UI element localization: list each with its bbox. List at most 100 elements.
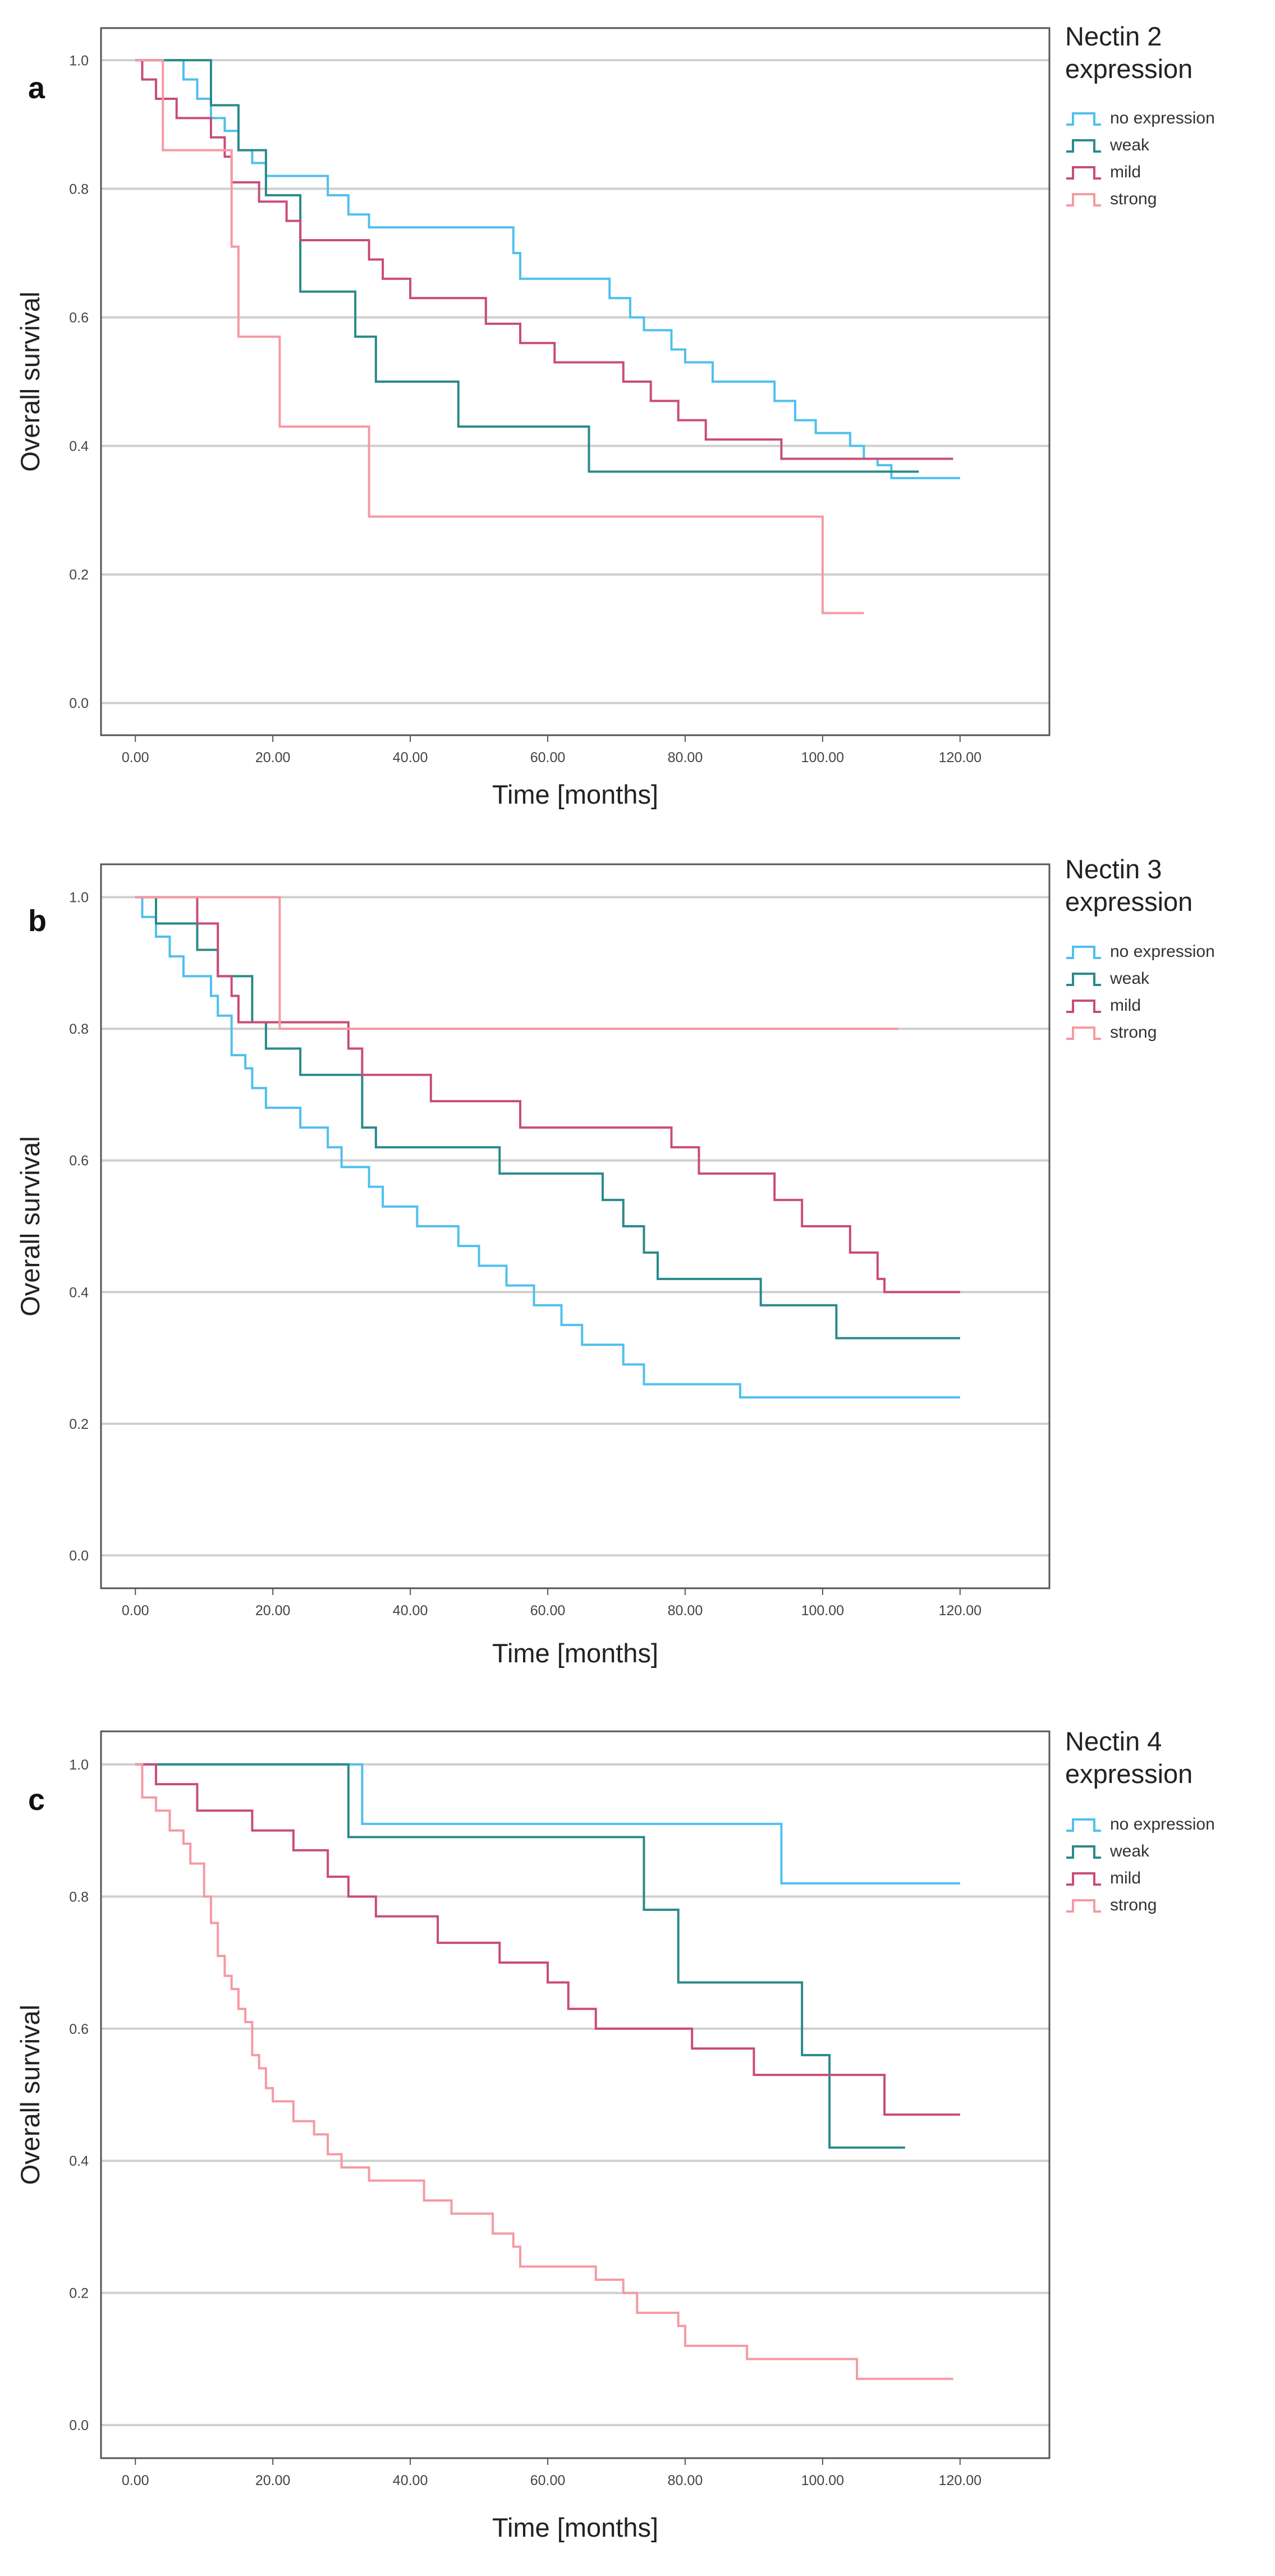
y-tick-label: 0.0 <box>69 2418 89 2433</box>
legend-swatch <box>1066 1818 1101 1832</box>
survival-chart: 0.0 0.2 0.4 0.6 0.8 1.0 0.00 20.00 40.00 60.00 80.… <box>15 27 1051 809</box>
plot-frame <box>100 863 1051 1589</box>
survival-curve-no-expression <box>135 896 960 1399</box>
legend-item: weak <box>1065 134 1267 158</box>
legend-swatch <box>1066 112 1101 126</box>
survival-curve-no-expression <box>135 1763 960 1885</box>
x-tick-label: 120.00 <box>939 2473 982 2488</box>
legend-swatch <box>1066 166 1101 180</box>
plot-frame <box>100 27 1051 736</box>
x-tick-label: 60.00 <box>530 1603 566 1619</box>
y-tick-label: 1.0 <box>69 1757 89 1773</box>
legend-title-line: Nectin 3 <box>1065 854 1162 884</box>
x-tick-label: 120.00 <box>939 1603 982 1619</box>
x-tick-label: 120.00 <box>939 750 982 766</box>
legend-label: weak <box>1110 969 1150 988</box>
legend-swatch-line <box>1066 139 1101 153</box>
x-tick-label: 0.00 <box>122 2473 149 2488</box>
legend-title-line: expression <box>1065 887 1193 916</box>
legend-item: mild <box>1065 994 1267 1019</box>
x-axis-label: Time [months] <box>492 1638 658 1668</box>
legend-swatch <box>1066 1026 1101 1040</box>
legend-label: no expression <box>1110 942 1215 961</box>
survival-curve-no-expression <box>135 59 960 479</box>
legend-label: weak <box>1110 1842 1150 1860</box>
y-tick-label: 0.0 <box>69 696 89 712</box>
legend-item: strong <box>1065 1894 1267 1918</box>
survival-curve-weak <box>135 1763 905 2149</box>
legend-item: mild <box>1065 1867 1267 1891</box>
legend-swatch <box>1066 1899 1101 1913</box>
x-tick-label: 40.00 <box>393 1603 428 1619</box>
x-tick-label: 0.00 <box>122 1603 149 1619</box>
y-axis-label: Overall survival <box>15 291 45 471</box>
y-axis-label: Overall survival <box>15 2005 45 2185</box>
legend-swatch-line <box>1066 1026 1101 1040</box>
survival-curve-mild <box>135 59 953 460</box>
y-tick-label: 0.0 <box>69 1548 89 1564</box>
panel-letter: c <box>28 1783 45 1817</box>
x-tick-label: 20.00 <box>255 1603 291 1619</box>
legend-label: no expression <box>1110 109 1215 127</box>
legend-swatch-line <box>1066 1845 1101 1859</box>
y-tick-label: 0.6 <box>69 1153 89 1169</box>
legend-item: weak <box>1065 1840 1267 1864</box>
legend-swatch <box>1066 1000 1101 1013</box>
legend-swatch-line <box>1066 1899 1101 1913</box>
legend-item: no expression <box>1065 1813 1267 1837</box>
legend-swatch-line <box>1066 1000 1101 1013</box>
y-tick-label: 0.6 <box>69 2022 89 2037</box>
survival-curve-strong <box>135 59 864 615</box>
x-tick-label: 40.00 <box>393 750 428 766</box>
survival-curve-strong <box>135 896 898 1030</box>
x-tick-label: 20.00 <box>255 2473 291 2488</box>
survival-chart: 0.0 0.2 0.4 0.6 0.8 1.0 0.00 20.00 40.00 60.00 80.… <box>15 1730 1051 2542</box>
survival-curve-mild <box>135 896 960 1294</box>
legend-swatch-line <box>1066 973 1101 986</box>
x-axis-label: Time [months] <box>492 2513 658 2542</box>
y-tick-label: 0.4 <box>69 1285 89 1300</box>
y-axis-label: Overall survival <box>15 1136 45 1316</box>
survival-chart: 0.0 0.2 0.4 0.6 0.8 1.0 0.00 20.00 40.00 60.00 80.… <box>15 863 1051 1668</box>
legend-title-line: Nectin 2 <box>1065 21 1162 51</box>
y-tick-label: 0.8 <box>69 1021 89 1037</box>
legend-label: mild <box>1110 163 1141 181</box>
legend-swatch <box>1066 1872 1101 1886</box>
legend-swatch-line <box>1066 166 1101 180</box>
legend-item: no expression <box>1065 107 1267 131</box>
x-tick-label: 80.00 <box>668 750 703 766</box>
y-tick-label: 0.4 <box>69 2153 89 2169</box>
legend-label: mild <box>1110 1869 1141 1887</box>
legend-item: strong <box>1065 187 1267 212</box>
legend-swatch-line <box>1066 1872 1101 1886</box>
legend-swatch <box>1066 973 1101 986</box>
legend-title: Nectin 3 expression <box>1065 853 1193 918</box>
survival-curve-mild <box>135 1763 960 2116</box>
legend-item: strong <box>1065 1021 1267 1046</box>
survival-curve-weak <box>135 59 919 473</box>
legend-swatch-line <box>1066 1818 1101 1832</box>
y-tick-label: 0.2 <box>69 567 89 583</box>
x-tick-label: 0.00 <box>122 750 149 766</box>
y-tick-label: 0.4 <box>69 439 89 455</box>
panel-letter: b <box>28 904 47 938</box>
legend-label: weak <box>1110 136 1150 154</box>
legend-title-line: expression <box>1065 54 1193 84</box>
legend-label: mild <box>1110 996 1141 1015</box>
panel-c: c 0.0 0.2 0.4 0.6 0.8 1.0 0.00 20.00 40.00 60.00 8… <box>0 1700 1275 2576</box>
x-tick-label: 60.00 <box>530 2473 566 2488</box>
panel-letter: a <box>28 71 45 105</box>
x-axis-label: Time [months] <box>492 780 658 809</box>
plot-frame <box>100 1730 1051 2459</box>
legend-title-line: Nectin 4 <box>1065 1726 1162 1756</box>
legend-swatch-line <box>1066 112 1101 126</box>
legend-title-line: expression <box>1065 1759 1193 1789</box>
y-tick-label: 0.8 <box>69 1889 89 1905</box>
y-tick-label: 0.6 <box>69 310 89 326</box>
legend-item: mild <box>1065 161 1267 185</box>
legend-label: strong <box>1110 1023 1157 1042</box>
survival-curve-weak <box>135 896 960 1340</box>
x-tick-label: 100.00 <box>801 1603 844 1619</box>
survival-curve-strong <box>135 1763 953 2380</box>
legend-swatch <box>1066 139 1101 153</box>
